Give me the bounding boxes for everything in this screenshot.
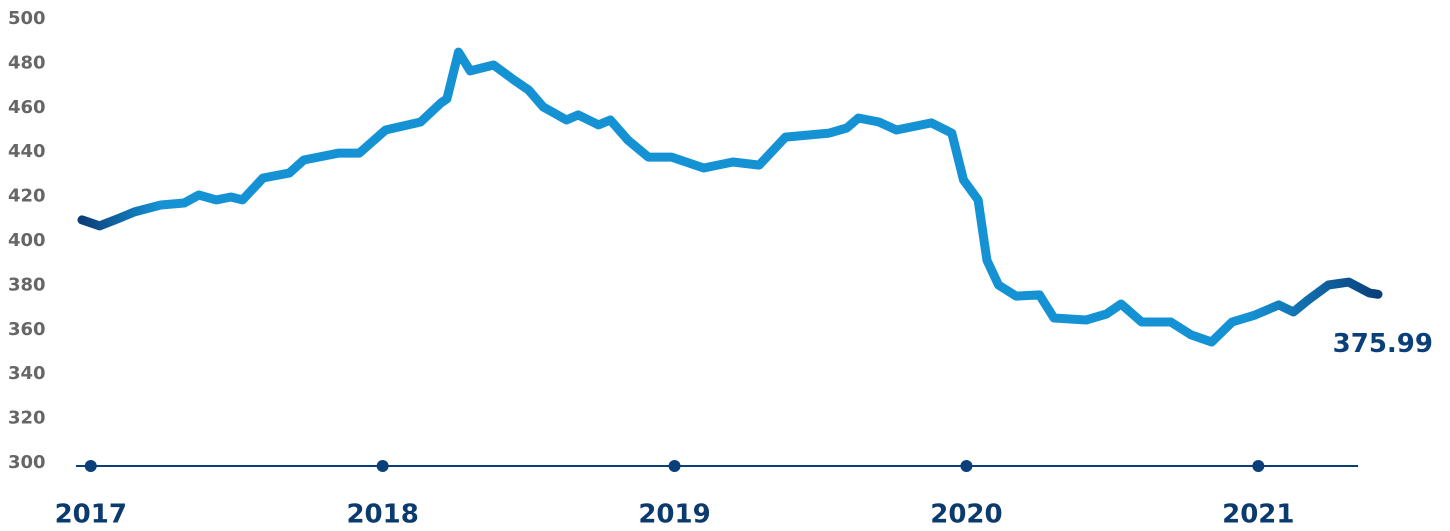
x-tick-dot [376,460,389,472]
x-tick-label: 2018 [346,500,418,530]
x-tick-dot [668,460,681,472]
value-label: 375.99 [1333,329,1433,359]
y-tick-label: 360 [8,319,46,340]
y-tick-label: 440 [8,141,46,162]
y-tick-label: 460 [8,97,46,118]
y-tick-label: 480 [8,52,46,73]
y-tick-label: 420 [8,186,46,207]
x-tick-label: 2017 [55,500,127,530]
y-tick-label: 500 [8,8,46,29]
y-tick-label: 400 [8,230,46,251]
x-tick-label: 2020 [930,500,1002,530]
y-tick-label: 340 [8,363,46,384]
y-tick-label: 300 [8,452,46,473]
x-tick-label: 2019 [638,500,710,530]
y-tick-label: 320 [8,408,46,429]
y-tick-label: 380 [8,274,46,295]
x-tick-dot [1252,460,1265,472]
x-tick-label: 2021 [1222,500,1294,530]
line [77,47,1383,347]
x-tick-dot [960,460,973,472]
x-tick-dot [84,460,97,472]
